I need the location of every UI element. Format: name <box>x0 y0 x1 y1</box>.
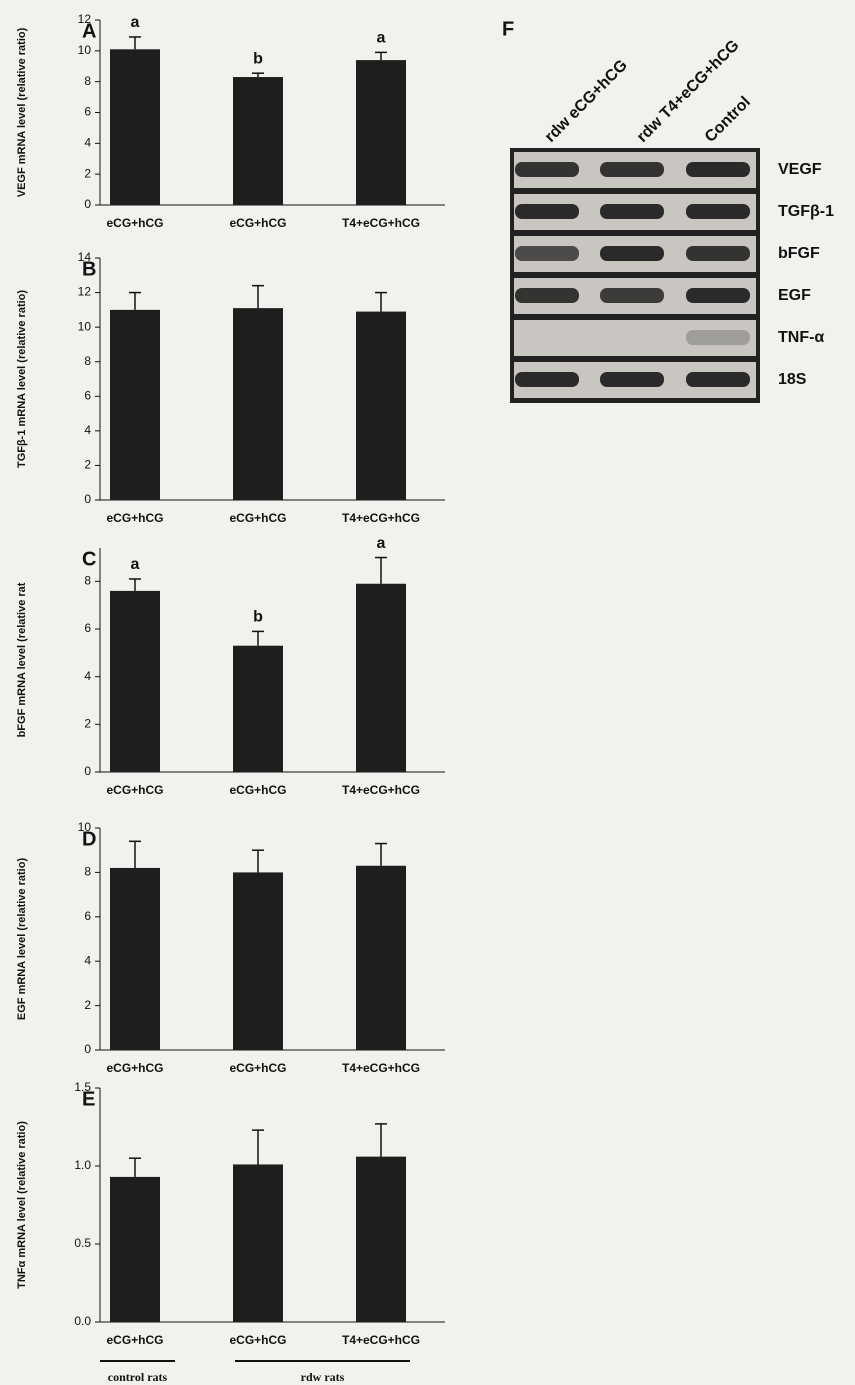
gel-band <box>600 246 664 261</box>
y-tick-label: 4 <box>84 953 91 967</box>
gel-band <box>686 246 750 261</box>
gel-band <box>515 288 579 303</box>
y-tick-label: 2 <box>84 166 91 180</box>
gel-band <box>686 372 750 387</box>
y-tick-label: 8 <box>84 74 91 88</box>
x-tick-label: eCG+hCG <box>229 1333 286 1347</box>
significance-letter: a <box>131 556 140 573</box>
bar <box>233 872 283 1050</box>
y-tick-label: 8 <box>84 574 91 588</box>
row-label: TGFβ-1 <box>778 203 834 220</box>
bar <box>356 1157 406 1322</box>
gel-band <box>515 204 579 219</box>
row-label: TNF-α <box>778 329 824 346</box>
gel-band <box>686 330 750 345</box>
gel-band <box>515 372 579 387</box>
significance-letter: a <box>377 535 386 552</box>
y-tick-label: 2 <box>84 998 91 1012</box>
x-tick-label: eCG+hCG <box>229 216 286 230</box>
y-tick-label: 4 <box>84 423 91 437</box>
y-axis-label: TGFβ-1 mRNA level (relative ratio) <box>16 290 28 468</box>
x-tick-label: eCG+hCG <box>106 783 163 797</box>
bar <box>233 646 283 772</box>
significance-letter: b <box>253 609 263 626</box>
gel-band <box>600 162 664 177</box>
gel-band <box>515 162 579 177</box>
group-label: control rats <box>108 1370 168 1384</box>
y-tick-label: 0 <box>84 197 91 211</box>
bar <box>233 308 283 500</box>
bar <box>356 866 406 1050</box>
panel-label: C <box>82 548 96 570</box>
row-label: 18S <box>778 371 807 388</box>
y-tick-label: 8 <box>84 865 91 879</box>
x-tick-label: T4+eCG+hCG <box>342 511 420 525</box>
x-tick-label: eCG+hCG <box>106 1333 163 1347</box>
significance-letter: a <box>131 14 140 31</box>
y-tick-label: 4 <box>84 669 91 683</box>
y-tick-label: 0 <box>84 1042 91 1056</box>
y-tick-label: 0 <box>84 764 91 778</box>
y-tick-label: 2 <box>84 458 91 472</box>
x-tick-label: T4+eCG+hCG <box>342 216 420 230</box>
bar <box>110 868 160 1050</box>
x-tick-label: eCG+hCG <box>229 1061 286 1075</box>
y-tick-label: 6 <box>84 388 91 402</box>
x-tick-label: eCG+hCG <box>229 511 286 525</box>
gel-band <box>600 372 664 387</box>
x-tick-label: eCG+hCG <box>106 216 163 230</box>
gel-band <box>600 288 664 303</box>
bar <box>233 77 283 205</box>
bar <box>110 1177 160 1322</box>
x-tick-label: T4+eCG+hCG <box>342 783 420 797</box>
bar <box>110 310 160 500</box>
panel-label: F <box>502 18 514 40</box>
bar <box>356 584 406 772</box>
y-axis-label: EGF mRNA level (relative ratio) <box>16 858 28 1021</box>
y-tick-label: 0.0 <box>74 1314 91 1328</box>
y-tick-label: 6 <box>84 909 91 923</box>
panel-label: E <box>82 1088 95 1110</box>
gel-band <box>686 288 750 303</box>
y-tick-label: 10 <box>78 319 92 333</box>
row-label: EGF <box>778 287 811 304</box>
y-tick-label: 6 <box>84 105 91 119</box>
y-axis-label: VEGF mRNA level (relative ratio) <box>16 27 28 197</box>
y-tick-label: 2 <box>84 717 91 731</box>
gel-band <box>686 162 750 177</box>
bar <box>110 591 160 772</box>
y-tick-label: 1.0 <box>74 1158 91 1172</box>
bar <box>110 49 160 205</box>
gel-band <box>600 204 664 219</box>
y-tick-label: 4 <box>84 136 91 150</box>
gel-band <box>515 246 579 261</box>
bar <box>356 312 406 500</box>
panel-label: B <box>82 258 96 280</box>
panel-label: A <box>82 20 96 42</box>
figure: F rdw eCG+hCG rdw T4+eCG+hCG Control VEG… <box>0 0 855 1385</box>
y-axis-label: TNFα mRNA level (relative ratio) <box>16 1121 28 1289</box>
x-tick-label: T4+eCG+hCG <box>342 1333 420 1347</box>
panel-label: D <box>82 828 96 850</box>
bar <box>233 1164 283 1322</box>
y-tick-label: 8 <box>84 354 91 368</box>
y-tick-label: 0.5 <box>74 1236 91 1250</box>
bar <box>356 60 406 205</box>
y-tick-label: 12 <box>78 285 92 299</box>
x-tick-label: eCG+hCG <box>106 511 163 525</box>
group-label: rdw rats <box>301 1370 345 1384</box>
x-tick-label: eCG+hCG <box>229 783 286 797</box>
y-tick-label: 6 <box>84 621 91 635</box>
significance-letter: a <box>377 30 386 47</box>
y-tick-label: 0 <box>84 492 91 506</box>
significance-letter: b <box>253 50 263 67</box>
x-tick-label: eCG+hCG <box>106 1061 163 1075</box>
row-label: VEGF <box>778 161 822 178</box>
y-axis-label: bFGF mRNA level (relative rat <box>16 582 28 737</box>
gel-band <box>686 204 750 219</box>
row-label: bFGF <box>778 245 820 262</box>
x-tick-label: T4+eCG+hCG <box>342 1061 420 1075</box>
y-tick-label: 10 <box>78 43 92 57</box>
